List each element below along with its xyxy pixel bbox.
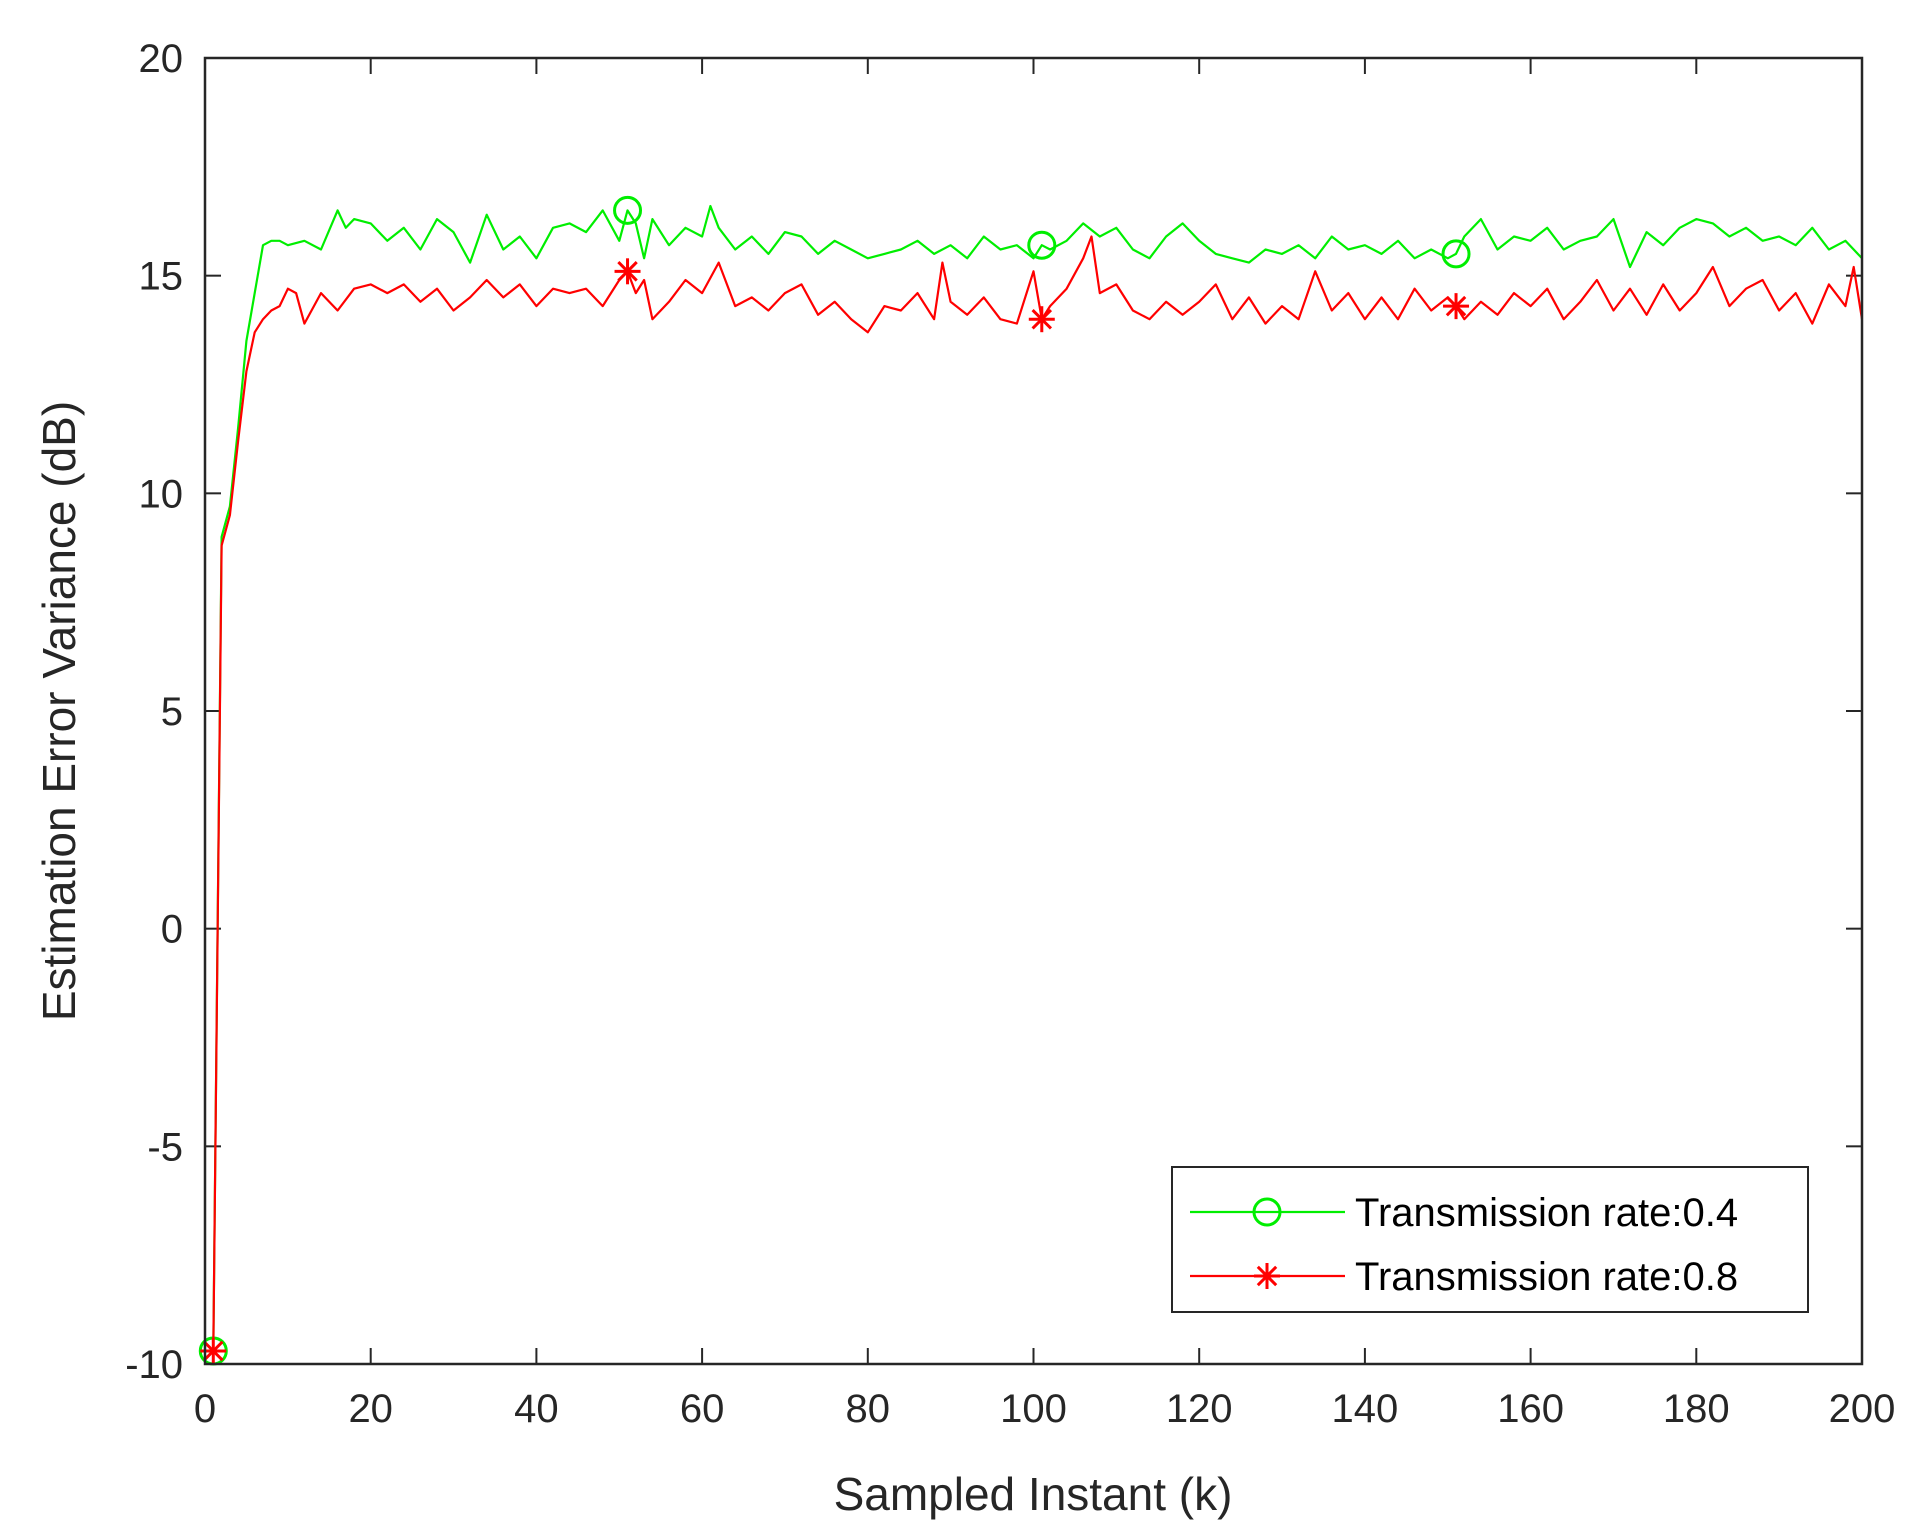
series-1-marker	[613, 195, 643, 225]
x-axis-title: Sampled Instant (k)	[834, 1468, 1233, 1520]
y-axis-title: Estimation Error Variance (dB)	[33, 401, 85, 1021]
x-tick-label: 100	[1000, 1387, 1067, 1431]
x-ticks: 0 20 40 60 80 100 120 140 160 180 200	[194, 58, 1896, 1431]
x-tick-label: 60	[680, 1387, 725, 1431]
series-line-1	[212, 204, 1863, 1351]
series-1-marker	[1441, 239, 1471, 269]
asterisk-stroke	[1445, 295, 1467, 317]
series-2-marker	[614, 258, 641, 285]
y-tick-label: 15	[139, 255, 184, 299]
x-tick-label: 80	[846, 1387, 891, 1431]
x-tick-label: 180	[1663, 1387, 1730, 1431]
series-1-marker	[1027, 230, 1057, 260]
asterisk-stroke	[617, 261, 638, 282]
y-ticks: -10 -5 0 5 10 15 20	[125, 37, 1862, 1387]
x-tick-label: 0	[194, 1387, 216, 1431]
x-tick-label: 40	[514, 1387, 559, 1431]
x-tick-label: 120	[1166, 1387, 1233, 1431]
x-tick-label: 140	[1332, 1387, 1399, 1431]
plot-frame	[203, 56, 1864, 1366]
x-tick-label: 160	[1497, 1387, 1564, 1431]
asterisk-stroke	[1256, 1265, 1278, 1287]
y-tick-label: 10	[139, 472, 184, 516]
plot-series	[198, 195, 1864, 1366]
series-2-marker	[1443, 293, 1470, 320]
y-tick-label: 0	[161, 908, 183, 952]
y-tick-label: -10	[125, 1343, 183, 1387]
legend-box	[1171, 1166, 1809, 1313]
legend: Transmission rate:0.4 Transmission rate:0…	[1171, 1166, 1809, 1313]
legend-label-2: Transmission rate:0.8	[1355, 1255, 1738, 1299]
legend-marker-1	[1252, 1197, 1282, 1227]
asterisk-stroke	[203, 1340, 224, 1362]
y-tick-label: -5	[147, 1125, 183, 1169]
legend-label-1: Transmission rate:0.4	[1355, 1191, 1738, 1235]
x-tick-label: 20	[348, 1387, 393, 1431]
y-tick-label: 20	[139, 37, 184, 81]
series-2-marker	[1028, 306, 1055, 333]
series-line-2	[212, 235, 1864, 1351]
x-tick-label: 200	[1829, 1387, 1896, 1431]
asterisk-stroke	[1031, 308, 1053, 330]
y-tick-label: 5	[161, 690, 183, 734]
legend-marker-2	[1254, 1263, 1280, 1289]
